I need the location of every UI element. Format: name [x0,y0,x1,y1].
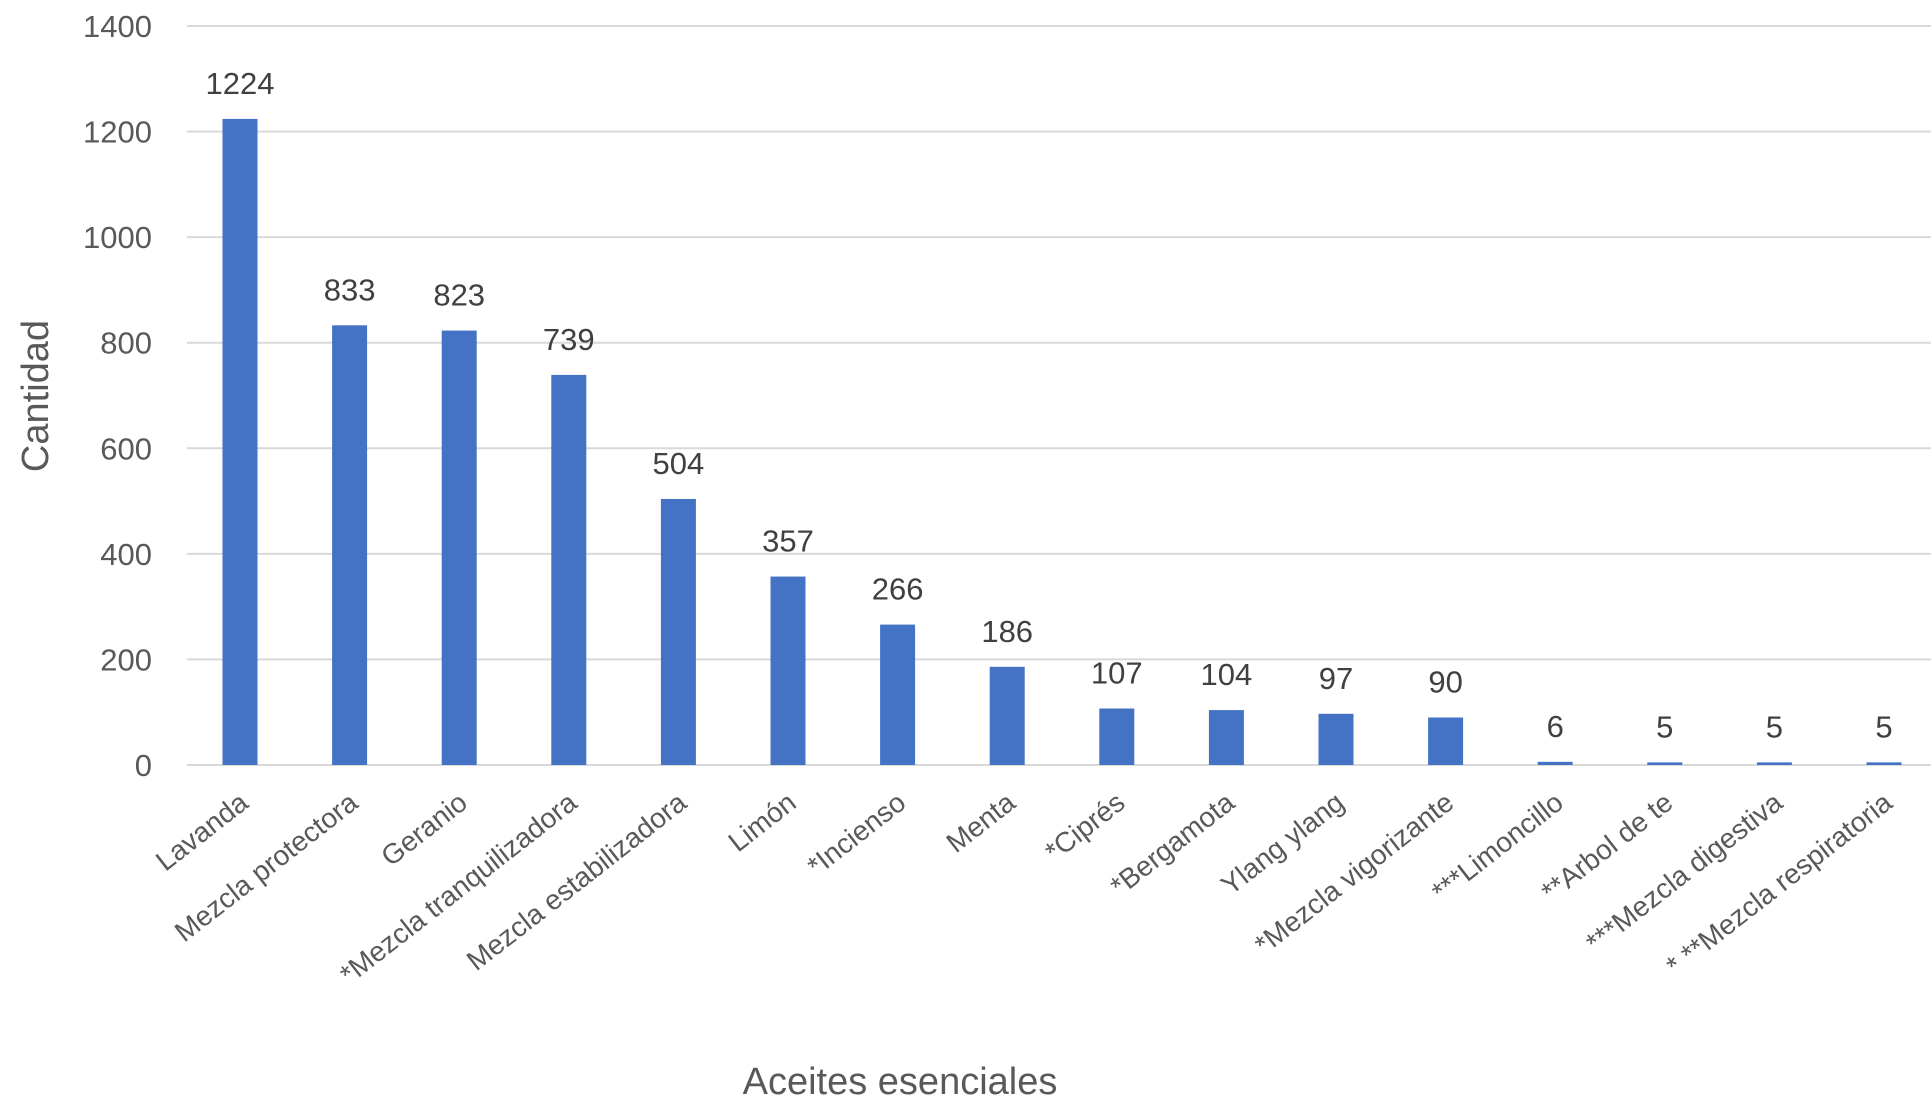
y-tick-label: 1400 [83,9,152,44]
data-label: 5 [1656,709,1673,744]
bar [660,498,696,765]
x-tick-label: *Bergamota [1104,786,1240,902]
bar [1866,762,1902,765]
x-tick-label: Menta [940,786,1021,859]
x-tick-label: *Ciprés [1039,786,1130,867]
data-labels: 1224 833 823 739 504 357 266 186 107 104 97 90 6 5 5 5 [206,66,1893,744]
bar [989,666,1025,765]
bar [880,624,916,765]
data-label: 97 [1319,661,1353,696]
data-label: 266 [872,572,924,607]
data-label: 1224 [206,66,275,101]
data-label: 739 [543,322,595,357]
y-tick-label: 800 [100,326,152,361]
data-label: 833 [324,272,376,307]
x-tick-label: *Mezcla vigorizante [1249,786,1459,960]
bar [1647,762,1683,765]
data-label: 5 [1766,709,1783,744]
y-tick-label: 0 [135,748,152,783]
data-label: 504 [653,446,705,481]
bar [1756,762,1792,765]
bar [1208,710,1244,765]
bar [1099,708,1135,765]
data-label: 357 [762,524,814,559]
x-tick-label: *Incienso [801,786,911,881]
bar [222,118,258,766]
x-tick-label: Geranio [375,786,473,872]
y-axis-ticks: 0 200 400 600 800 1000 1200 1400 [83,9,152,783]
bar [1537,761,1573,765]
y-tick-label: 1200 [83,115,152,150]
y-tick-label: 200 [100,642,152,677]
bar [441,330,477,765]
bar [1428,717,1464,765]
x-tick-label: Lavanda [150,786,254,877]
data-label: 186 [981,614,1033,649]
bars [222,118,1902,766]
data-label: 6 [1547,709,1564,744]
bar [332,325,368,765]
bar [1318,713,1354,765]
gridlines [187,25,1931,766]
data-label: 823 [433,278,485,313]
x-tick-label: Limón [723,786,802,857]
data-label: 107 [1091,656,1143,691]
x-tick-label: ***Mezcla digestiva [1580,786,1788,958]
data-label: 104 [1201,657,1253,692]
data-label: 90 [1428,664,1462,699]
y-tick-label: 1000 [83,220,152,255]
data-label: 5 [1875,709,1892,744]
x-tick-label: Mezcla protectora [169,786,364,948]
y-tick-label: 600 [100,431,152,466]
x-axis-title: Aceites esenciales [743,1061,1058,1103]
bar [551,374,587,765]
y-axis-title: Cantidad [15,320,57,472]
bar [770,576,806,765]
y-tick-label: 400 [100,537,152,572]
